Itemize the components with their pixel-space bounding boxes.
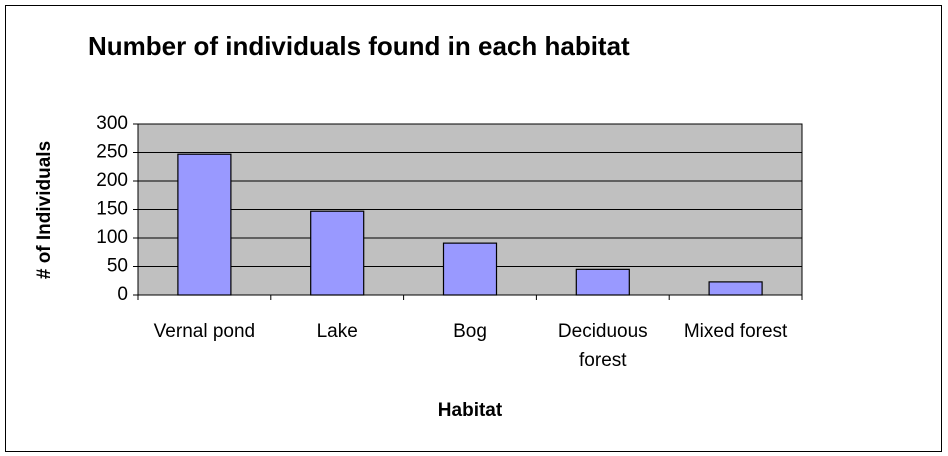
bar <box>575 268 630 296</box>
y-tick-label: 100 <box>96 227 128 248</box>
bar <box>442 242 498 296</box>
y-tick-label: 150 <box>96 199 128 220</box>
y-tick-label: 0 <box>117 284 128 305</box>
x-tick-label: Vernal pond <box>153 321 256 342</box>
y-tick-label: 300 <box>96 113 128 134</box>
y-tick-label: 200 <box>96 170 128 191</box>
bar <box>708 281 763 296</box>
x-tick-label: Lake <box>316 321 358 342</box>
chart-title: Number of individuals found in each habi… <box>88 31 630 61</box>
y-tick-label: 250 <box>96 142 128 163</box>
y-axis-label: # of Individuals <box>34 141 55 279</box>
bar <box>310 210 365 296</box>
x-tick-label: Mixed forest <box>683 321 788 342</box>
bar <box>177 153 232 296</box>
x-tick-label: Deciduous forest <box>557 321 648 371</box>
x-axis-label: Habitat <box>438 400 503 421</box>
x-tick-label: Bog <box>453 321 487 342</box>
y-tick-label: 50 <box>107 256 128 277</box>
